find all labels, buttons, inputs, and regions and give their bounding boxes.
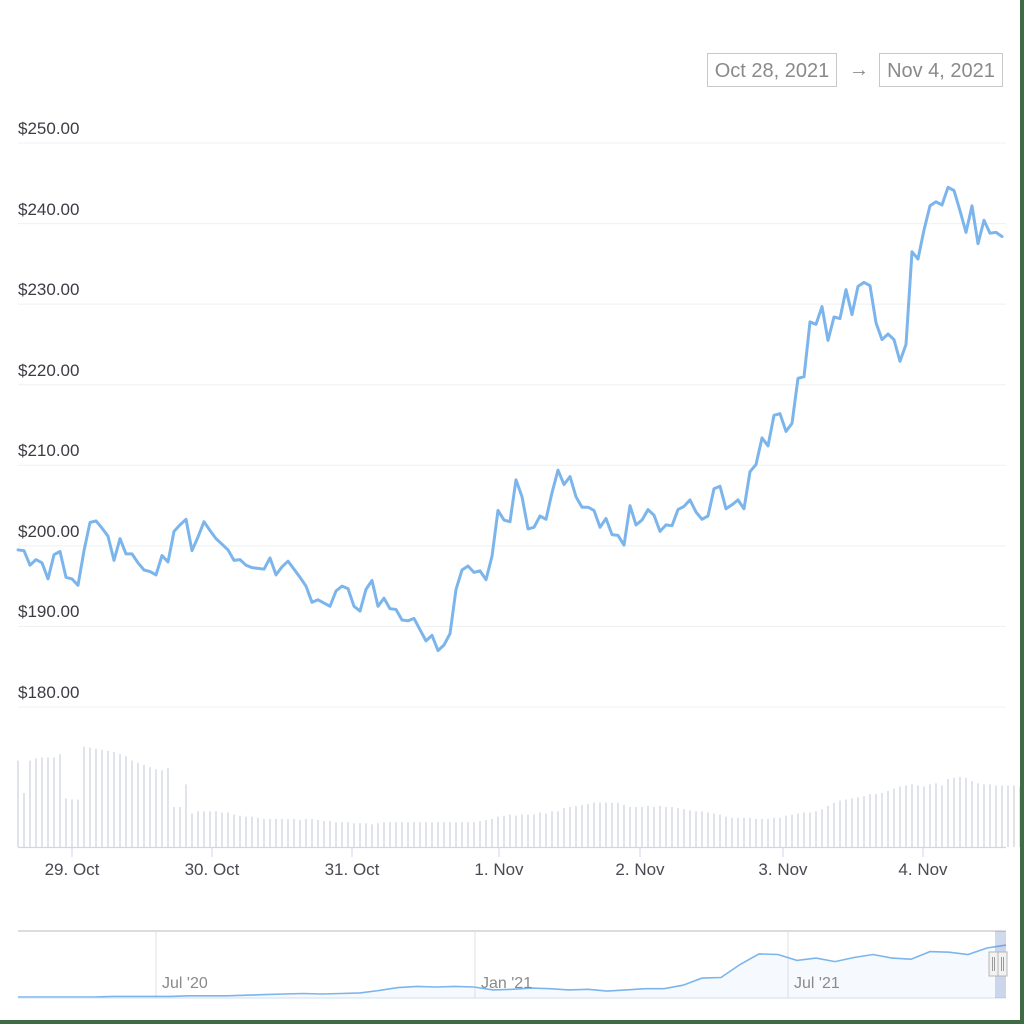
frame-border-right xyxy=(1020,0,1024,1024)
y-axis-label: $240.00 xyxy=(18,199,80,219)
price-line xyxy=(16,185,1004,653)
navigator-axis-label: Jan '21 xyxy=(481,975,533,992)
y-axis-label: $230.00 xyxy=(18,280,80,300)
y-axis-label: $250.00 xyxy=(18,119,80,138)
x-axis-label: 2. Nov xyxy=(615,860,665,879)
y-axis-label: $200.00 xyxy=(18,521,80,541)
range-arrow-icon: → xyxy=(849,59,869,81)
navigator-area xyxy=(18,945,1006,998)
x-axis-label: 30. Oct xyxy=(184,860,240,879)
y-axis-label: $180.00 xyxy=(18,683,80,702)
x-axis-label: 3. Nov xyxy=(758,860,808,879)
navigator-left-handle[interactable] xyxy=(988,951,999,977)
y-axis-label: $210.00 xyxy=(18,441,80,461)
range-from-input[interactable]: Oct 28, 2021 xyxy=(707,53,837,87)
navigator-axis-label: Jul '21 xyxy=(794,975,840,992)
x-axis-label: 31. Oct xyxy=(324,860,380,879)
x-axis-label: 1. Nov xyxy=(474,860,524,879)
navigator-line xyxy=(18,944,1007,998)
navigator-right-handle[interactable] xyxy=(997,951,1008,977)
frame-border-bottom xyxy=(0,1020,1024,1024)
x-axis-label: 4. Nov xyxy=(898,860,948,879)
y-axis-label: $220.00 xyxy=(18,360,80,380)
x-axis-label: 29. Oct xyxy=(44,860,100,879)
navigator-axis-label: Jul '20 xyxy=(162,975,208,992)
range-to-input[interactable]: Nov 4, 2021 xyxy=(879,53,1003,87)
y-axis-label: $190.00 xyxy=(18,602,80,622)
